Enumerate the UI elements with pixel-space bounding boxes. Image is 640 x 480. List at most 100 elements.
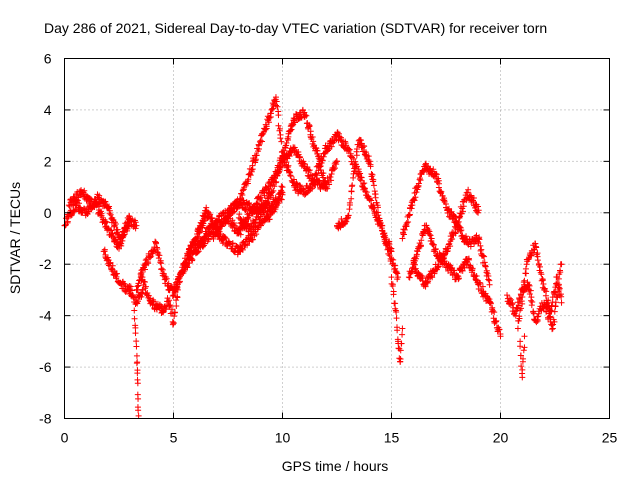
- data-point: [299, 106, 306, 113]
- data-point: [211, 222, 218, 229]
- data-point: [102, 218, 109, 225]
- data-point: [497, 333, 504, 340]
- data-point: [143, 255, 150, 262]
- series-trace-20: [517, 333, 528, 381]
- data-point: [275, 196, 282, 203]
- data-point: [483, 267, 490, 274]
- data-point: [352, 167, 359, 174]
- data-point: [489, 304, 496, 311]
- data-point: [239, 245, 246, 252]
- data-point: [342, 219, 349, 226]
- data-point: [281, 150, 288, 157]
- data-point: [490, 315, 497, 322]
- data-point: [320, 153, 327, 160]
- data-point: [196, 228, 203, 235]
- data-point: [485, 295, 492, 302]
- data-point: [451, 267, 458, 274]
- data-point: [194, 249, 201, 256]
- data-point: [142, 283, 149, 290]
- data-point: [247, 172, 254, 179]
- data-point: [237, 231, 244, 238]
- data-point: [360, 181, 367, 188]
- data-point: [441, 252, 448, 259]
- data-point: [134, 380, 141, 387]
- data-point: [412, 194, 419, 201]
- data-point: [133, 222, 140, 229]
- data-point: [556, 285, 563, 292]
- y-tick-label: -6: [39, 359, 52, 375]
- data-point: [338, 216, 345, 223]
- data-point: [525, 256, 532, 263]
- data-point: [246, 200, 253, 207]
- data-point: [278, 138, 285, 145]
- data-point: [551, 318, 558, 325]
- data-point: [268, 106, 275, 113]
- x-axis-label: GPS time / hours: [282, 458, 389, 474]
- data-point: [475, 207, 482, 214]
- data-point: [466, 256, 473, 263]
- data-point: [345, 212, 352, 219]
- data-point: [551, 288, 558, 295]
- data-point: [441, 251, 448, 258]
- data-point: [176, 279, 183, 286]
- data-point: [358, 174, 365, 181]
- data-point: [467, 243, 474, 250]
- data-point: [348, 195, 355, 202]
- data-point: [297, 154, 304, 161]
- data-point: [147, 254, 154, 261]
- data-point: [158, 260, 165, 267]
- data-point: [361, 143, 368, 150]
- series-trace-9: [192, 183, 286, 258]
- data-point: [135, 412, 142, 419]
- data-point: [517, 352, 524, 359]
- data-point: [334, 158, 340, 165]
- data-point: [373, 199, 380, 206]
- data-point: [256, 216, 263, 223]
- data-point: [283, 159, 290, 166]
- data-point: [113, 270, 120, 277]
- data-point: [174, 294, 181, 301]
- data-point: [539, 275, 546, 282]
- data-point: [529, 298, 536, 305]
- data-point: [319, 157, 326, 164]
- data-point: [526, 282, 533, 289]
- data-point: [437, 189, 444, 196]
- data-point: [283, 140, 290, 147]
- data-point: [477, 247, 484, 254]
- data-point: [474, 238, 481, 245]
- data-point: [305, 167, 312, 174]
- data-point: [245, 200, 252, 207]
- data-point: [322, 178, 329, 185]
- data-point: [344, 212, 351, 219]
- x-tick-label: 15: [384, 430, 400, 446]
- data-point: [357, 177, 364, 184]
- data-point: [451, 213, 458, 220]
- data-point: [338, 137, 345, 144]
- data-point: [392, 262, 399, 269]
- data-point: [434, 179, 441, 186]
- data-point: [109, 262, 116, 269]
- data-point: [463, 189, 470, 196]
- data-point: [475, 209, 482, 216]
- data-point: [425, 227, 432, 234]
- data-point: [435, 263, 442, 270]
- data-point: [288, 126, 295, 133]
- data-point: [239, 187, 246, 194]
- data-point: [548, 308, 555, 315]
- data-point: [535, 260, 542, 267]
- data-point: [133, 343, 140, 350]
- data-point: [470, 195, 477, 202]
- data-point: [527, 287, 534, 294]
- data-point: [303, 112, 310, 119]
- data-point: [154, 245, 161, 252]
- data-point: [328, 177, 335, 184]
- data-point: [169, 292, 176, 299]
- data-point: [195, 248, 202, 255]
- data-point: [252, 207, 259, 214]
- data-point: [415, 183, 422, 190]
- data-point: [128, 287, 135, 294]
- data-point: [163, 275, 170, 282]
- data-point: [186, 253, 193, 260]
- data-point: [447, 243, 454, 250]
